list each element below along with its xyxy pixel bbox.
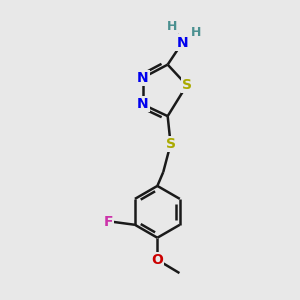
Text: N: N <box>177 35 188 50</box>
Text: H: H <box>190 26 201 39</box>
Text: O: O <box>152 253 163 267</box>
Text: S: S <box>182 78 192 92</box>
Text: H: H <box>167 20 177 33</box>
Text: N: N <box>137 71 148 85</box>
Text: S: S <box>166 137 176 151</box>
Text: N: N <box>137 98 148 111</box>
Text: F: F <box>104 215 113 229</box>
